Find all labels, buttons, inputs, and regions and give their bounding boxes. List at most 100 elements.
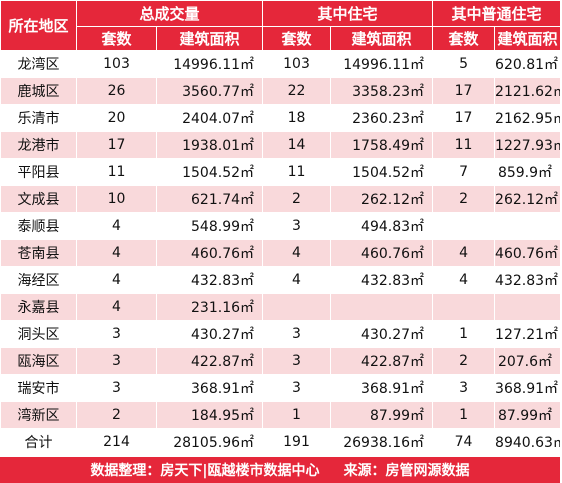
ordinary-units-cell: 3 xyxy=(432,374,496,402)
table-header: 所在地区 总成交量 其中住宅 其中普通住宅 套数 建筑面积 套数 建筑面积 套数… xyxy=(0,0,562,51)
table-body: 龙湾区 103 14996.11㎡ 103 14996.11㎡ 5 620.81㎡ 鹿城区 26… xyxy=(0,50,562,456)
total-units-cell: 20 xyxy=(76,104,157,132)
district-cell: 洞头区 xyxy=(0,320,77,348)
ordinary-units-cell: 2 xyxy=(432,347,496,375)
ordinary-area-cell: 262.12㎡ xyxy=(494,185,562,213)
ordinary-area-cell: 2162.95㎡ xyxy=(494,104,562,132)
residential-units-cell: 2 xyxy=(262,185,332,213)
residential-area-cell xyxy=(330,293,434,321)
residential-units-cell: 4 xyxy=(262,266,332,294)
total-units-cell: 17 xyxy=(76,131,157,159)
total-area-cell: 231.16㎡ xyxy=(155,293,264,321)
table-row: 鹿城区 26 3560.77㎡ 22 3358.23㎡ 17 2121.62㎡ xyxy=(0,77,562,105)
header-group-total: 总成交量 xyxy=(75,0,264,27)
residential-units-cell: 103 xyxy=(262,50,332,78)
total-area-cell: 460.76㎡ xyxy=(155,239,264,267)
table-row: 苍南县 4 460.76㎡ 4 460.76㎡ 4 460.76㎡ xyxy=(0,239,562,267)
residential-units-cell: 3 xyxy=(262,374,332,402)
residential-units-cell: 11 xyxy=(262,158,332,186)
header-district: 所在地区 xyxy=(0,0,77,51)
total-units-cell: 4 xyxy=(76,212,157,240)
district-cell: 瑞安市 xyxy=(0,374,77,402)
total-area-cell: 28105.96㎡ xyxy=(155,428,264,456)
residential-area-cell: 1504.52㎡ xyxy=(330,158,434,186)
ordinary-units-cell: 7 xyxy=(432,158,496,186)
district-cell: 湾新区 xyxy=(0,401,77,429)
total-area-cell: 430.27㎡ xyxy=(155,320,264,348)
total-units-cell: 214 xyxy=(76,428,157,456)
residential-area-cell: 460.76㎡ xyxy=(330,239,434,267)
total-area-cell: 184.95㎡ xyxy=(155,401,264,429)
total-units-cell: 3 xyxy=(76,374,157,402)
district-cell: 苍南县 xyxy=(0,239,77,267)
footer-compiled-by: 数据整理：房天下|瓯越楼市数据中心 xyxy=(90,463,320,479)
total-row: 合计 214 28105.96㎡ 191 26938.16㎡ 74 8940.63㎡ xyxy=(0,428,562,456)
table-row: 文成县 10 621.74㎡ 2 262.12㎡ 2 262.12㎡ xyxy=(0,185,562,213)
residential-area-cell: 1758.49㎡ xyxy=(330,131,434,159)
residential-units-cell: 191 xyxy=(262,428,332,456)
residential-units-cell: 3 xyxy=(262,347,332,375)
residential-area-cell: 3358.23㎡ xyxy=(330,77,434,105)
ordinary-units-cell: 17 xyxy=(432,77,496,105)
ordinary-area-cell xyxy=(494,212,562,240)
ordinary-area-cell: 207.6㎡ xyxy=(494,347,562,375)
residential-units-cell: 14 xyxy=(262,131,332,159)
total-units-cell: 103 xyxy=(76,50,157,78)
residential-units-cell xyxy=(262,293,332,321)
total-area-cell: 3560.77㎡ xyxy=(155,77,264,105)
ordinary-units-cell xyxy=(432,293,496,321)
source-footer: 数据整理：房天下|瓯越楼市数据中心 来源：房管网源数据 xyxy=(0,457,560,483)
district-cell: 合计 xyxy=(0,428,77,456)
table-row: 龙湾区 103 14996.11㎡ 103 14996.11㎡ 5 620.81㎡ xyxy=(0,50,562,78)
ordinary-area-cell: 2121.62㎡ xyxy=(494,77,562,105)
ordinary-area-cell: 432.83㎡ xyxy=(494,266,562,294)
total-units-cell: 3 xyxy=(76,347,157,375)
total-area-cell: 1504.52㎡ xyxy=(155,158,264,186)
total-area-cell: 432.83㎡ xyxy=(155,266,264,294)
header-units: 套数 xyxy=(76,26,157,51)
header-group-ordinary-residential: 其中普通住宅 xyxy=(432,0,562,27)
total-area-cell: 14996.11㎡ xyxy=(155,50,264,78)
ordinary-area-cell: 87.99㎡ xyxy=(494,401,562,429)
total-units-cell: 4 xyxy=(76,293,157,321)
total-units-cell: 4 xyxy=(76,239,157,267)
table-row: 平阳县 11 1504.52㎡ 11 1504.52㎡ 7 859.9㎡ xyxy=(0,158,562,186)
residential-units-cell: 1 xyxy=(262,401,332,429)
district-cell: 平阳县 xyxy=(0,158,77,186)
header-units: 套数 xyxy=(262,26,332,51)
residential-area-cell: 14996.11㎡ xyxy=(330,50,434,78)
footer-source: 来源：房管网源数据 xyxy=(343,463,470,479)
district-cell: 乐清市 xyxy=(0,104,77,132)
table-row: 瓯海区 3 422.87㎡ 3 422.87㎡ 2 207.6㎡ xyxy=(0,347,562,375)
ordinary-units-cell: 4 xyxy=(432,239,496,267)
residential-area-cell: 494.83㎡ xyxy=(330,212,434,240)
ordinary-area-cell: 1227.93㎡ xyxy=(494,131,562,159)
ordinary-units-cell: 1 xyxy=(432,401,496,429)
district-cell: 泰顺县 xyxy=(0,212,77,240)
total-units-cell: 26 xyxy=(76,77,157,105)
residential-units-cell: 3 xyxy=(262,320,332,348)
district-cell: 龙湾区 xyxy=(0,50,77,78)
header-units: 套数 xyxy=(432,26,496,51)
table-row: 乐清市 20 2404.07㎡ 18 2360.23㎡ 17 2162.95㎡ xyxy=(0,104,562,132)
table-row: 永嘉县 4 231.16㎡ xyxy=(0,293,562,321)
ordinary-units-cell: 74 xyxy=(432,428,496,456)
ordinary-units-cell xyxy=(432,212,496,240)
total-area-cell: 422.87㎡ xyxy=(155,347,264,375)
district-cell: 海经区 xyxy=(0,266,77,294)
table-row: 湾新区 2 184.95㎡ 1 87.99㎡ 1 87.99㎡ xyxy=(0,401,562,429)
residential-area-cell: 430.27㎡ xyxy=(330,320,434,348)
district-cell: 瓯海区 xyxy=(0,347,77,375)
total-units-cell: 10 xyxy=(76,185,157,213)
total-area-cell: 548.99㎡ xyxy=(155,212,264,240)
ordinary-area-cell: 8940.63㎡ xyxy=(494,428,562,456)
header-area: 建筑面积 xyxy=(494,26,562,51)
residential-units-cell: 3 xyxy=(262,212,332,240)
ordinary-area-cell: 859.9㎡ xyxy=(494,158,562,186)
residential-units-cell: 22 xyxy=(262,77,332,105)
district-cell: 龙港市 xyxy=(0,131,77,159)
ordinary-units-cell: 4 xyxy=(432,266,496,294)
ordinary-area-cell: 460.76㎡ xyxy=(494,239,562,267)
table-row: 洞头区 3 430.27㎡ 3 430.27㎡ 1 127.21㎡ xyxy=(0,320,562,348)
total-units-cell: 11 xyxy=(76,158,157,186)
